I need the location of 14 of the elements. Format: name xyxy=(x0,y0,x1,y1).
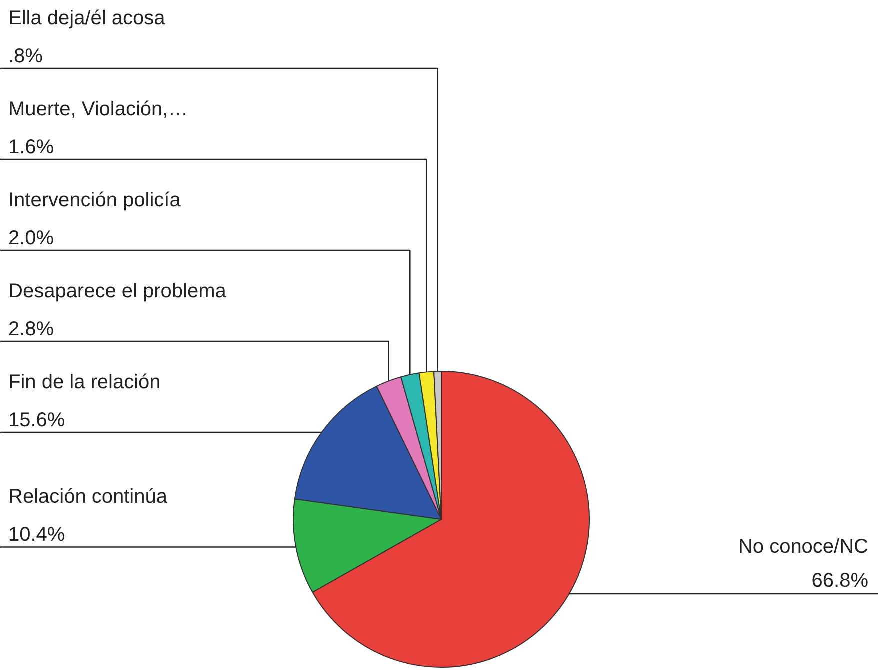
data-label: 10.4% xyxy=(8,524,66,546)
data-label: 66.8% xyxy=(812,570,869,592)
slice-label: Desaparece el problema xyxy=(8,280,228,302)
data-label: 2.0% xyxy=(8,228,54,250)
slice-label: Ella deja/él acosa xyxy=(8,8,166,30)
slice-label: Muerte, Violación,… xyxy=(8,98,188,120)
slice-label: Intervención policía xyxy=(8,190,182,212)
data-label: 2.8% xyxy=(8,318,54,340)
data-label: 15.6% xyxy=(8,410,66,432)
slice-label: Relación continúa xyxy=(8,486,168,508)
data-label: .8% xyxy=(8,46,44,68)
slice-label: No conoce/NC xyxy=(738,536,869,558)
data-label: 1.6% xyxy=(8,136,54,158)
slice-label: Fin de la relación xyxy=(8,372,161,394)
